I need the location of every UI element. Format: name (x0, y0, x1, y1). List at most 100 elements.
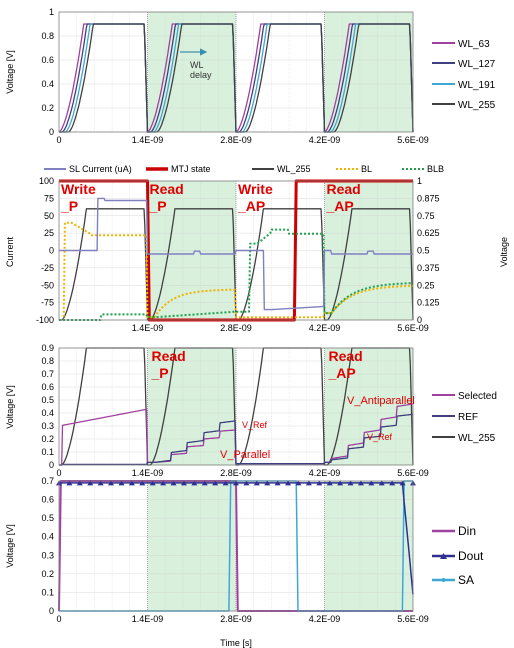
x-tick-label: 4.2E-09 (309, 468, 341, 478)
y-axis-title: Voltage [V] (5, 385, 15, 429)
dout-marker (201, 480, 208, 486)
y-tick-label-right: 0.375 (417, 263, 440, 273)
legend-label: BLB (427, 164, 444, 174)
annotation-operation: Write _P (60, 181, 96, 214)
y-tick-label-right: 0 (417, 315, 422, 325)
x-tick-label: 1.4E-09 (132, 135, 164, 145)
dout-marker (170, 480, 177, 486)
dout-marker (399, 480, 406, 486)
y-tick-label: 0.9 (41, 343, 54, 353)
y-tick-label: 0.6 (41, 382, 54, 392)
legend-label: WL_255 (458, 433, 496, 444)
dout-marker (66, 480, 73, 486)
dout-marker (368, 480, 375, 486)
x-tick-label: 0 (56, 468, 61, 478)
y-tick-label: 0.7 (41, 369, 54, 379)
labels: 0 0.2 0.4 0.6 0.8 1 100 75 50 25 0 -25 -50 -75 -100 1 0.… (5, 7, 509, 648)
dout-marker (389, 480, 396, 486)
dout-marker (285, 480, 292, 486)
dout-marker (212, 480, 219, 486)
dout-marker (76, 480, 83, 486)
series-line-ref (59, 413, 414, 466)
legend-label: WL_255 (277, 164, 311, 174)
x-tick-label: 0 (56, 614, 61, 624)
y-tick-label: 0 (49, 127, 54, 137)
series-line-blb (59, 228, 414, 321)
legend-label: Din (458, 524, 476, 538)
y-tick-label: -100 (36, 315, 54, 325)
dout-marker (97, 480, 104, 486)
y-tick-label: 0.4 (41, 408, 54, 418)
x-tick-label: 5.6E-09 (397, 614, 429, 624)
x-tick-label: 2.8E-09 (220, 468, 252, 478)
plot-frame (58, 347, 414, 466)
annotation-signal: V_Ref (242, 420, 268, 430)
plot-frame (58, 180, 414, 321)
legend-label: SL Current (uA) (69, 164, 132, 174)
axes (58, 11, 414, 612)
annotation-signal: V_Antiparallel (347, 395, 415, 407)
legend-marker (441, 578, 446, 582)
y-tick-label: 0.2 (41, 434, 54, 444)
shaded-window (147, 481, 236, 611)
dout-marker (326, 480, 333, 486)
y-tick-label: -75 (41, 298, 54, 308)
legend-label: Dout (458, 549, 484, 563)
x-tick-label: 1.4E-09 (132, 323, 164, 333)
y-tick-label: 0.2 (41, 103, 54, 113)
dout-marker (160, 480, 167, 486)
legend-label: SA (458, 573, 474, 587)
y-tick-label: 1 (49, 7, 54, 17)
dout-marker (191, 480, 198, 486)
y-tick-label-right: 0.125 (417, 298, 440, 308)
y-tick-label: 25 (44, 228, 54, 238)
annotation-signal: V_Parallel (220, 449, 270, 461)
legend-label: Selected (458, 391, 497, 402)
y-tick-label: 0.3 (41, 550, 54, 560)
legend-marker (440, 553, 447, 559)
x-tick-label: 5.6E-09 (397, 468, 429, 478)
shaded-window (324, 481, 413, 611)
dout-marker (149, 480, 156, 486)
dout-marker (264, 480, 271, 486)
y-tick-label: 0.3 (41, 421, 54, 431)
y-tick-label: 0.6 (41, 55, 54, 65)
legend-label: WL_255 (458, 100, 496, 111)
dout-marker (108, 480, 115, 486)
dout-marker (180, 480, 187, 486)
y-axis-title: Current (5, 236, 15, 267)
y-tick-label: 0.5 (41, 513, 54, 523)
annotation-operation: Read _AP (326, 181, 361, 214)
y-axis-title: Voltage [V] (5, 50, 15, 94)
plot-frame (58, 480, 414, 612)
y-tick-label: 0 (49, 460, 54, 470)
y-tick-label-right: 0.625 (417, 228, 440, 238)
y-tick-label: 0 (49, 246, 54, 256)
y-tick-label-right: 0.75 (417, 211, 435, 221)
dout-marker (243, 480, 250, 486)
annotation-wl-delay: WL delay (190, 60, 212, 80)
shaded-window (324, 12, 413, 132)
dout-marker (128, 480, 135, 486)
x-tick-label: 2.8E-09 (220, 135, 252, 145)
x-tick-label: 2.8E-09 (220, 614, 252, 624)
y-tick-label: 0 (49, 606, 54, 616)
dout-marker (305, 480, 312, 486)
dout-marker (274, 480, 281, 486)
dout-marker (378, 480, 385, 486)
annotation-signal: V_Ref (367, 432, 393, 442)
y-tick-label-right: 0.5 (417, 246, 430, 256)
x-tick-label: 5.6E-09 (397, 135, 429, 145)
dout-marker (316, 480, 323, 486)
x-tick-label: 4.2E-09 (309, 323, 341, 333)
y-tick-label-right: 0.875 (417, 193, 440, 203)
legend-label: REF (458, 412, 478, 423)
y-tick-label: 50 (44, 211, 54, 221)
y-tick-label-right: 1 (417, 176, 422, 186)
x-axis-title: Time [s] (220, 638, 252, 648)
y-tick-label: 0.4 (41, 532, 54, 542)
y-tick-label: -25 (41, 263, 54, 273)
y-tick-label: 0.1 (41, 587, 54, 597)
y-tick-label-right: 0.25 (417, 280, 435, 290)
